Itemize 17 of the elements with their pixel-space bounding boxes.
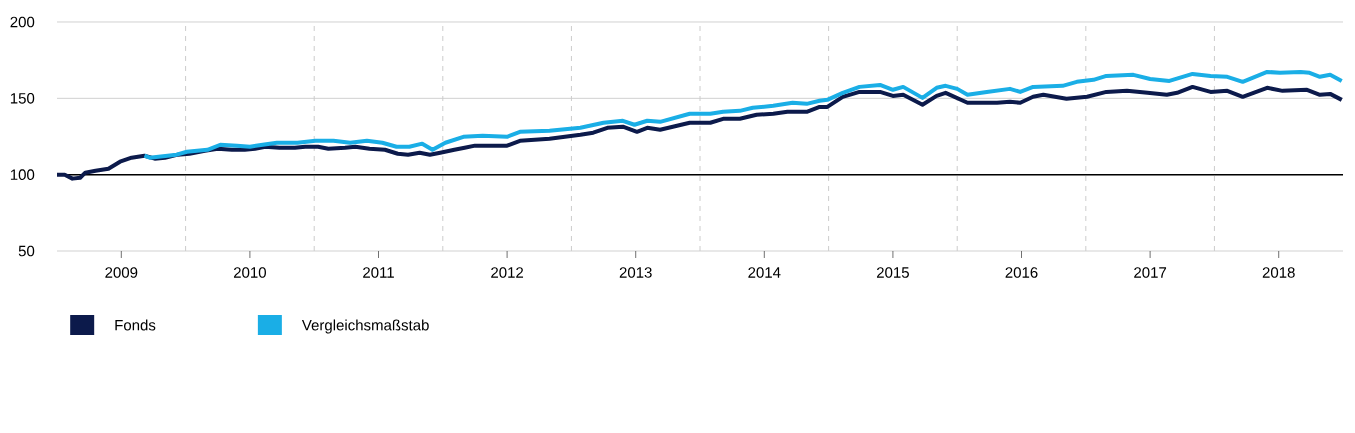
y-tick-label: 100: [10, 169, 35, 180]
x-tick-label: 2015: [876, 267, 909, 278]
line-series: [142, 69, 1344, 160]
x-tick-label: 2016: [1005, 267, 1038, 278]
y-tick-label: 200: [10, 16, 35, 28]
x-tick-label: 2011: [363, 267, 394, 278]
x-tick-label: 2014: [748, 267, 781, 278]
x-tick-label: 2017: [1134, 267, 1167, 278]
x-tick-label: 2010: [233, 267, 266, 278]
y-tick-label: 150: [10, 93, 35, 104]
x-tick-label: 2018: [1262, 267, 1295, 278]
x-tick-label: 2009: [105, 267, 138, 278]
x-tick-label: 2012: [491, 267, 524, 278]
legend-label: Fonds: [115, 319, 156, 331]
x-tick-label: 2013: [619, 267, 652, 278]
y-tick-label: 50: [18, 245, 35, 257]
legend-label: Vergleichsmaßstab: [301, 319, 429, 334]
